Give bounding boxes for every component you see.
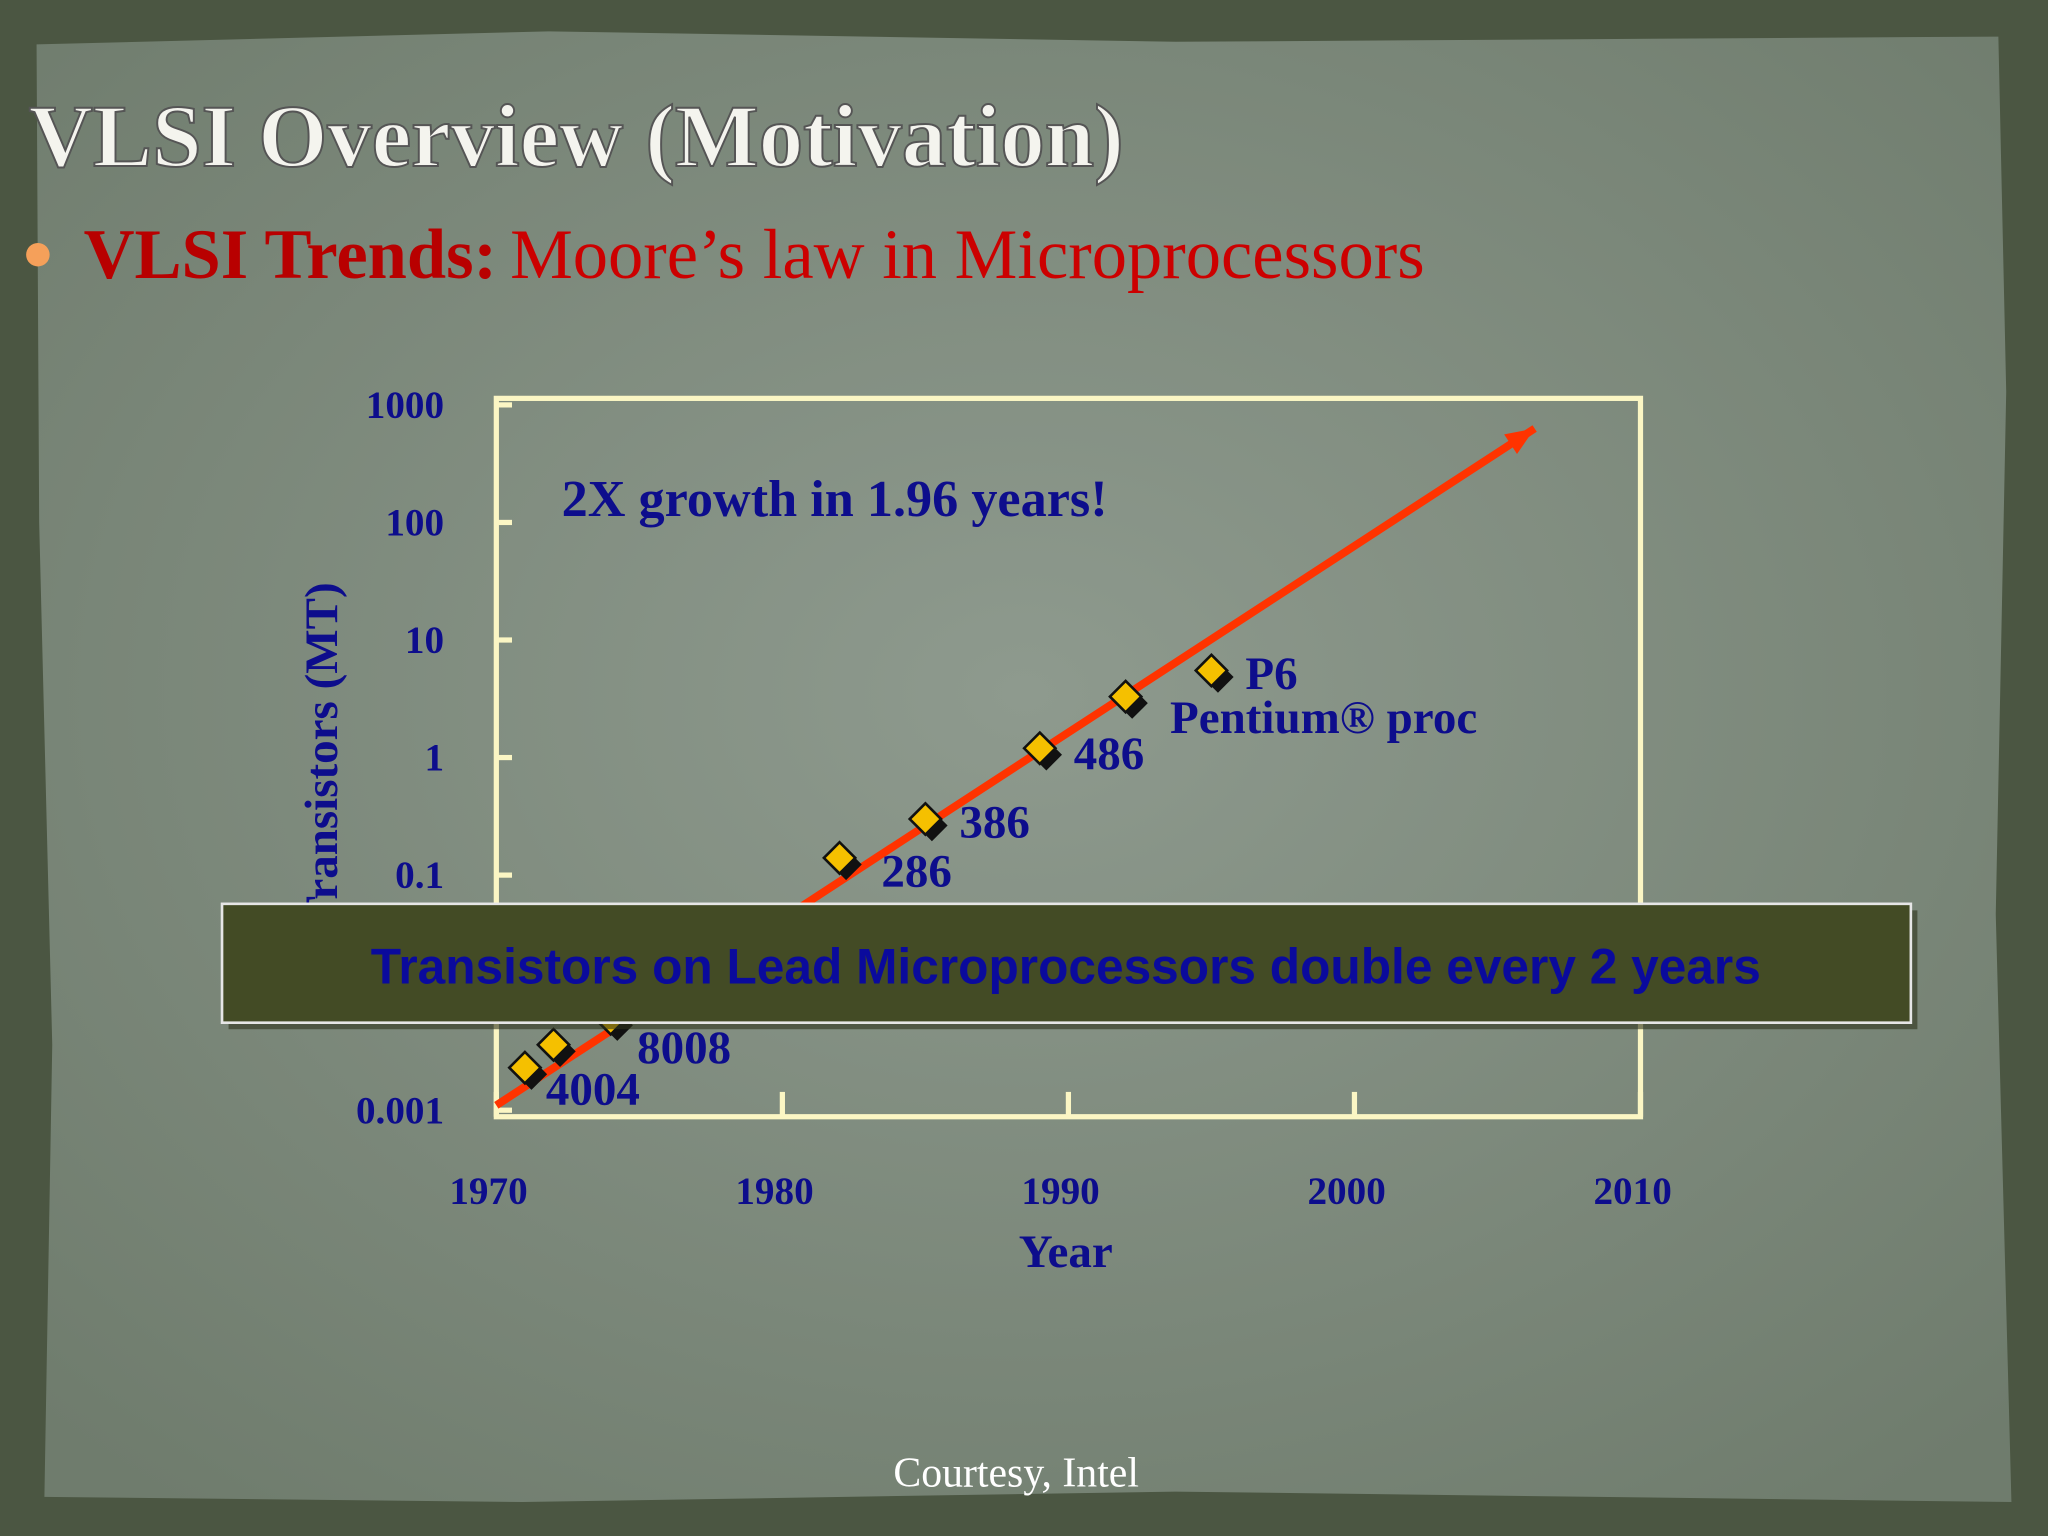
y-tick-label: 0.001 — [356, 1089, 444, 1132]
y-tick-label: 1000 — [366, 384, 444, 427]
y-tick-label: 0.1 — [395, 854, 444, 897]
x-axis-label: Year — [1019, 1226, 1113, 1278]
marker-body — [1108, 679, 1144, 715]
marker — [907, 801, 948, 842]
banner: Transistors on Lead Microprocessors doub… — [220, 902, 1918, 1030]
marker-body — [1022, 730, 1058, 766]
x-tick-label: 2000 — [1307, 1170, 1385, 1213]
y-tick-label: 10 — [405, 619, 444, 662]
point-label: 286 — [881, 846, 952, 898]
banner-box — [220, 902, 1913, 1024]
point-label: P6 — [1245, 648, 1297, 700]
x-tick-label: 2010 — [1593, 1170, 1671, 1213]
x-tick-label: 1980 — [735, 1170, 813, 1213]
y-tick-label: 100 — [385, 502, 444, 545]
bullet-text: Moore’s law in Microprocessors — [510, 216, 1425, 294]
marker-body — [822, 840, 858, 876]
point-label: 386 — [959, 796, 1030, 848]
point-label: 486 — [1074, 728, 1145, 780]
y-tick-label: 1 — [424, 737, 444, 780]
point-label: 4004 — [546, 1063, 640, 1115]
point-label: 8008 — [637, 1022, 731, 1074]
marker-body — [1193, 652, 1229, 689]
marker — [1108, 679, 1148, 719]
marker-body — [536, 1027, 572, 1063]
bullet-lead: VLSI Trends: — [84, 216, 497, 294]
marker — [1193, 652, 1234, 693]
y-axis-label: Transistors (MT) — [296, 582, 348, 927]
annotation: 2X growth in 1.96 years! — [562, 470, 1108, 528]
footer: Courtesy, Intel — [893, 1450, 1139, 1496]
marker-body — [907, 801, 943, 837]
point-label: Pentium® proc — [1170, 692, 1477, 744]
bullet: VLSI Trends: Moore’s law in Microprocesso… — [84, 216, 1425, 294]
banner-text: Transistors on Lead Microprocessors doub… — [371, 939, 1761, 995]
trend-arrowhead — [1504, 428, 1535, 455]
marker-body — [507, 1050, 543, 1086]
marker — [536, 1027, 576, 1068]
bullet-dot — [26, 242, 50, 267]
marker — [822, 840, 862, 881]
marker — [1022, 730, 1063, 771]
slide-title: VLSI Overview (Motivation) — [29, 88, 1124, 186]
x-tick-label: 1990 — [1021, 1170, 1099, 1213]
x-tick-label: 1970 — [449, 1170, 527, 1213]
